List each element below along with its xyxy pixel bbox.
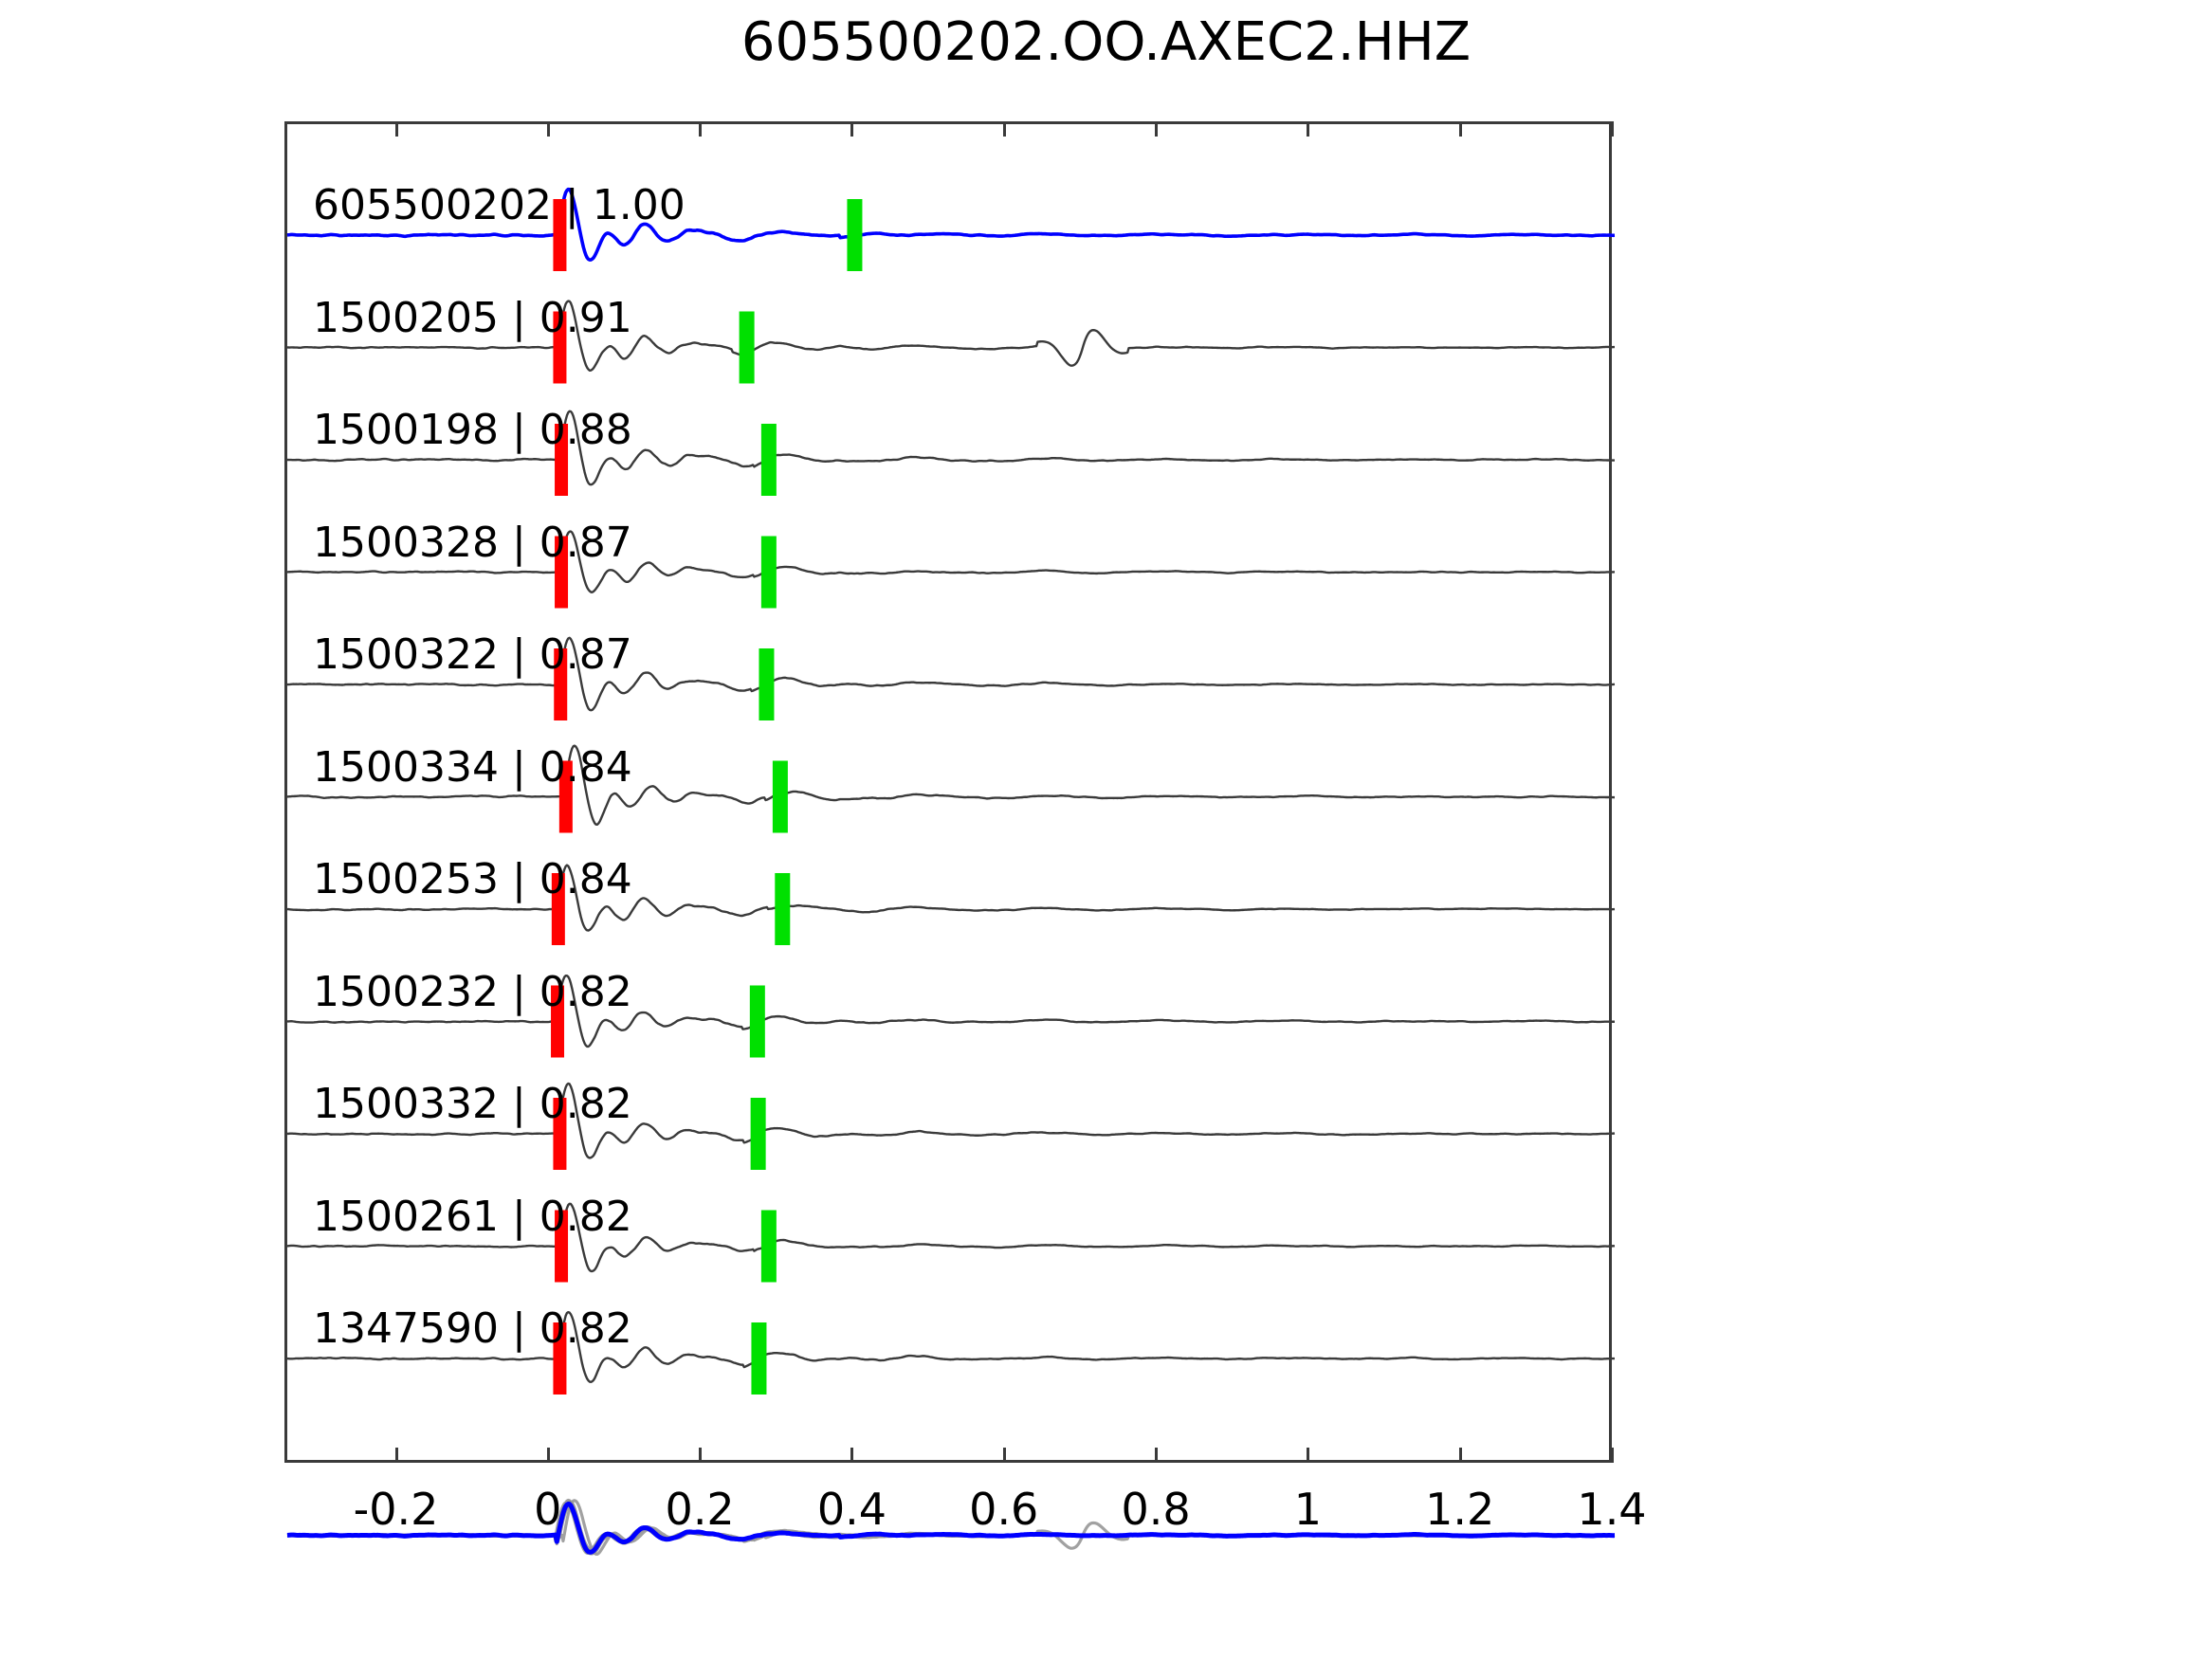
trace-row xyxy=(286,300,1615,384)
trace-row xyxy=(286,1202,1616,1283)
x-axis-tick-label: 0 xyxy=(534,1484,562,1535)
neighbor-waveform xyxy=(286,410,1616,486)
trace-row xyxy=(286,744,1616,833)
x-axis-tick-mark xyxy=(1458,1448,1462,1463)
p-pick-marker xyxy=(551,985,565,1058)
x-axis-tick-label: 0.6 xyxy=(969,1484,1039,1535)
trace-label: 1500205 | 0.91 xyxy=(313,293,632,342)
trace-label: 1500261 | 0.82 xyxy=(313,1192,632,1241)
s-pick-marker xyxy=(772,760,788,833)
trace-label: 1500334 | 0.84 xyxy=(313,742,632,792)
page-title: 605500202.OO.AXEC2.HHZ xyxy=(740,11,1472,73)
s-pick-marker xyxy=(760,1210,777,1283)
waveform-plot-area xyxy=(284,121,1617,1557)
trace-label: 1500322 | 0.87 xyxy=(313,630,632,679)
neighbor-waveform xyxy=(286,636,1616,712)
x-axis-tick-mark-top xyxy=(1307,121,1310,137)
x-axis-tick-label: 1.2 xyxy=(1425,1484,1495,1535)
neighbor-waveform xyxy=(286,974,1616,1048)
x-axis-tick-mark-top xyxy=(850,121,854,137)
x-axis-tick-mark xyxy=(850,1448,854,1463)
x-axis-tick-mark-top xyxy=(1611,121,1614,137)
stacked-neighbor-waveform xyxy=(286,1500,1616,1554)
s-pick-marker xyxy=(759,648,775,720)
x-axis-tick-mark xyxy=(1002,1448,1006,1463)
stack-overlay xyxy=(285,1498,1617,1557)
stacked-neighbor-waveform xyxy=(286,1500,1616,1556)
trace-row xyxy=(286,974,1616,1058)
neighbor-waveform xyxy=(286,300,1615,372)
trace-label: 605500202 | 1.00 xyxy=(313,181,686,229)
p-pick-marker xyxy=(553,199,567,271)
x-axis-tick-mark-top xyxy=(699,121,703,137)
s-pick-marker xyxy=(775,873,791,945)
s-pick-marker xyxy=(739,311,755,384)
x-axis-tick-mark xyxy=(1155,1448,1159,1463)
s-pick-marker xyxy=(847,199,863,271)
stacked-neighbor-waveform xyxy=(286,1501,1616,1554)
neighbor-waveform xyxy=(286,744,1616,826)
trace-row xyxy=(286,864,1616,945)
x-axis-tick-mark xyxy=(1307,1448,1310,1463)
neighbor-waveform xyxy=(286,1310,1616,1383)
s-pick-marker xyxy=(750,1098,766,1170)
trace-row xyxy=(286,530,1616,609)
p-pick-marker xyxy=(558,760,573,833)
x-axis-tick-mark xyxy=(394,1448,398,1463)
x-axis-tick-label: 1.4 xyxy=(1577,1484,1647,1535)
trace-row xyxy=(286,187,1616,271)
s-pick-marker xyxy=(751,1322,767,1395)
trace-row xyxy=(286,410,1616,496)
neighbor-waveform xyxy=(286,530,1616,593)
s-pick-marker xyxy=(760,536,777,609)
x-axis-tick-mark-top xyxy=(394,121,398,137)
stacked-neighbor-waveform xyxy=(286,1503,1616,1556)
neighbor-waveform xyxy=(286,864,1616,932)
trace-label: 1500332 | 0.82 xyxy=(313,1080,632,1128)
s-pick-marker xyxy=(760,424,777,496)
x-axis-tick-mark-top xyxy=(1458,121,1462,137)
trace-row xyxy=(286,1082,1616,1170)
x-axis-tick-mark-top xyxy=(1002,121,1006,137)
trace-row xyxy=(286,636,1616,720)
stacked-neighbor-waveform xyxy=(286,1499,1616,1557)
neighbor-waveform xyxy=(286,1202,1616,1273)
p-pick-marker xyxy=(551,873,565,945)
trace-label: 1500198 | 0.88 xyxy=(313,406,632,454)
x-axis-tick-label: -0.2 xyxy=(353,1484,439,1535)
x-axis-tick-label: 1 xyxy=(1293,1484,1323,1535)
x-axis-tick-label: 0.2 xyxy=(665,1484,735,1535)
stacked-neighbor-waveform xyxy=(286,1501,1616,1553)
stacked-neighbor-waveform xyxy=(286,1498,1616,1554)
waveform-svg xyxy=(285,187,1617,1557)
trace-row xyxy=(286,1310,1616,1395)
stacked-reference-waveform xyxy=(285,1502,1617,1555)
x-axis-tick-label: 0.8 xyxy=(1121,1484,1191,1535)
x-axis-tick-mark-top xyxy=(546,121,550,137)
trace-label: 1500328 | 0.87 xyxy=(313,518,632,567)
x-axis-tick-label: 0.4 xyxy=(816,1484,887,1535)
reference-waveform xyxy=(286,187,1616,262)
p-pick-marker xyxy=(555,1210,569,1283)
waveform-canvas xyxy=(285,124,1617,1557)
stacked-neighbor-waveform xyxy=(286,1500,1616,1555)
trace-label: 1500232 | 0.82 xyxy=(313,967,632,1016)
x-axis-tick-mark xyxy=(546,1448,550,1463)
p-pick-marker xyxy=(554,648,568,720)
x-axis-tick-mark xyxy=(1611,1448,1614,1463)
stacked-neighbor-waveform xyxy=(286,1504,1616,1552)
p-pick-marker xyxy=(555,536,569,609)
p-pick-marker xyxy=(553,311,567,384)
p-pick-marker xyxy=(553,1098,567,1170)
x-axis-tick-mark-top xyxy=(1155,121,1159,137)
neighbor-waveform xyxy=(286,1082,1616,1159)
trace-label: 1500253 | 0.84 xyxy=(313,855,632,903)
p-pick-marker xyxy=(555,424,569,496)
p-pick-marker xyxy=(553,1322,567,1395)
s-pick-marker xyxy=(749,985,765,1058)
stacked-neighbor-waveform xyxy=(286,1501,1616,1555)
trace-label: 1347590 | 0.82 xyxy=(313,1304,632,1353)
x-axis-tick-mark xyxy=(699,1448,703,1463)
